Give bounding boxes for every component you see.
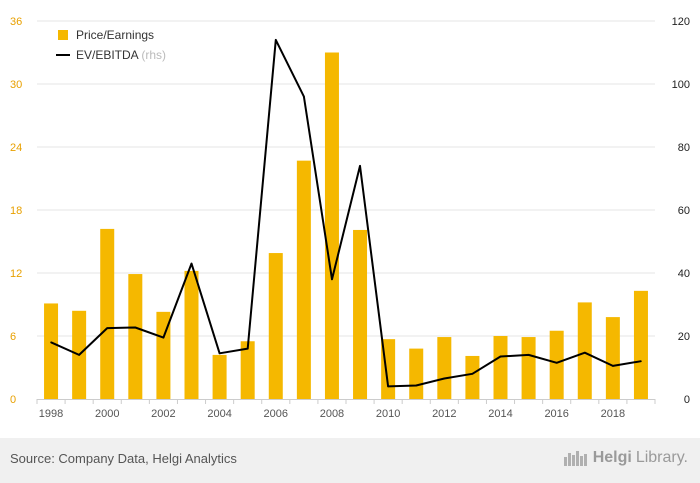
y-right-tick-label: 40 (678, 268, 690, 280)
bar-series-price-earnings (44, 52, 648, 399)
bar-2002 (156, 311, 171, 399)
x-tick-label: 2000 (95, 408, 119, 420)
legend-label-ev-ebitda: EV/EBITDA (rhs) (76, 48, 166, 62)
x-tick-label: 2010 (376, 408, 400, 420)
bar-2016 (549, 330, 564, 399)
x-tick-label: 2008 (320, 408, 344, 420)
point-2017 (583, 351, 586, 354)
legend-label-price-earnings: Price/Earnings (76, 28, 154, 42)
bar-2011 (409, 348, 424, 399)
source-note: Source: Company Data, Helgi Analytics (10, 451, 237, 466)
y-left-tick-label: 6 (10, 331, 16, 343)
y-right-tick-label: 100 (672, 79, 690, 91)
point-2018 (612, 365, 614, 367)
legend: Price/Earnings EV/EBITDA (rhs) (56, 28, 166, 62)
legend-swatch-price-earnings (58, 30, 68, 40)
point-2016 (555, 361, 558, 364)
line-series-ev-ebitda (50, 38, 642, 388)
x-tick-label: 1998 (39, 408, 63, 420)
bar-2003 (184, 270, 199, 399)
bar-2008 (324, 52, 339, 399)
point-2010 (387, 385, 389, 388)
point-2009 (359, 165, 361, 167)
x-tick-label: 2004 (207, 408, 231, 420)
y-left-tick-label: 30 (10, 79, 22, 91)
helgi-library-logo: Helgi Library. (563, 449, 688, 467)
bar-1998 (44, 303, 59, 399)
point-2014 (499, 355, 502, 358)
point-2004 (218, 352, 221, 355)
point-2019 (640, 360, 642, 363)
point-2001 (134, 326, 137, 329)
point-2007 (303, 95, 305, 98)
y-left-tick-label: 0 (10, 394, 16, 406)
x-tick-label: 2018 (601, 408, 625, 420)
point-2002 (162, 336, 165, 339)
point-2008 (331, 278, 333, 281)
bar-2007 (296, 160, 311, 399)
point-2011 (415, 384, 418, 387)
bar-2005 (240, 341, 255, 399)
y-axis-right: 0 20 40 60 80 100 120 (672, 16, 690, 406)
bar-2015 (521, 337, 536, 399)
legend-label-ev-ebitda-name: EV/EBITDA (76, 48, 139, 62)
bar-2000 (100, 228, 115, 399)
point-2005 (246, 347, 249, 350)
x-tick-label: 2016 (544, 408, 568, 420)
point-2015 (527, 354, 530, 356)
bar-2006 (268, 253, 283, 399)
library-icon (563, 451, 587, 466)
bar-2009 (353, 229, 368, 399)
x-tick-label: 2002 (151, 408, 175, 420)
y-right-tick-label: 120 (672, 16, 690, 28)
y-right-tick-label: 0 (684, 394, 690, 406)
chart: 1998 2000 2002 2004 2006 2008 2010 2012 2014 2016… (10, 16, 690, 420)
y-left-tick-label: 24 (10, 142, 22, 154)
y-right-tick-label: 20 (678, 331, 690, 343)
legend-label-ev-ebitda-suffix: (rhs) (141, 48, 166, 62)
y-right-tick-label: 80 (678, 142, 690, 154)
bar-2012 (437, 337, 452, 399)
bar-2019 (633, 290, 648, 399)
point-1999 (78, 354, 80, 356)
y-left-tick-label: 12 (10, 268, 22, 280)
point-2012 (443, 377, 446, 380)
x-tick-label: 2014 (488, 408, 512, 420)
bar-2004 (212, 354, 227, 399)
footer: Source: Company Data, Helgi Analytics He… (0, 438, 700, 483)
point-2000 (106, 327, 109, 329)
bar-2018 (605, 317, 620, 399)
x-axis: 1998 2000 2002 2004 2006 2008 2010 2012 2014 2016… (36, 399, 656, 420)
logo-brand: Helgi (592, 449, 632, 466)
bar-2013 (465, 355, 480, 399)
point-1998 (50, 341, 52, 344)
logo-suffix: Library. (635, 449, 688, 466)
ev-ebitda-line (50, 38, 642, 388)
bar-2017 (577, 302, 592, 399)
x-tick-label: 2006 (264, 408, 288, 420)
y-left-tick-label: 18 (10, 205, 22, 217)
y-right-tick-label: 60 (678, 205, 690, 217)
point-2013 (471, 373, 474, 375)
bar-2014 (493, 336, 508, 399)
y-left-tick-label: 36 (10, 16, 22, 28)
point-2006 (274, 39, 277, 41)
point-2003 (190, 262, 193, 265)
bar-2001 (128, 274, 143, 399)
y-axis-left: 0 6 12 18 24 30 36 (10, 16, 22, 406)
x-tick-label: 2012 (432, 408, 456, 420)
